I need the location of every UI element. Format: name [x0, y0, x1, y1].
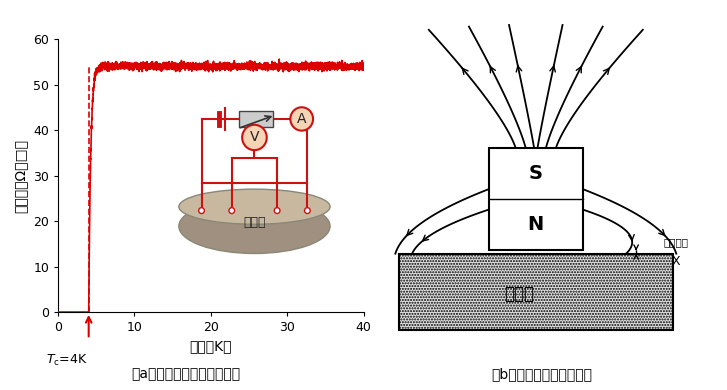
Circle shape [229, 207, 235, 214]
Text: V: V [249, 131, 260, 144]
X-axis label: 温度（K）: 温度（K） [190, 340, 232, 354]
Text: 超导体: 超导体 [504, 285, 534, 303]
Text: 悬浮高度: 悬浮高度 [664, 238, 688, 248]
Text: $T_{\rm c}$=4K: $T_{\rm c}$=4K [46, 353, 87, 368]
Bar [398, 254, 673, 330]
Circle shape [198, 207, 204, 214]
Text: N: N [528, 215, 544, 234]
Text: S: S [529, 164, 543, 183]
Ellipse shape [179, 199, 330, 254]
Circle shape [274, 207, 280, 214]
Circle shape [305, 207, 310, 214]
Ellipse shape [179, 189, 330, 224]
Bar [398, 254, 673, 330]
Text: X: X [672, 255, 680, 268]
Circle shape [290, 107, 313, 131]
Text: （a）临界温度以下电阻消失: （a）临界温度以下电阻消失 [131, 367, 240, 381]
Text: A: A [297, 112, 307, 126]
Y-axis label: 电阻率（Ω／□）: 电阻率（Ω／□） [14, 138, 28, 213]
Circle shape [242, 125, 267, 150]
Text: （b）抗磁性：磁力线消失: （b）抗磁性：磁力线消失 [491, 367, 592, 381]
Bar [489, 148, 582, 250]
Bar [239, 111, 273, 127]
Text: 超导体: 超导体 [244, 216, 265, 229]
